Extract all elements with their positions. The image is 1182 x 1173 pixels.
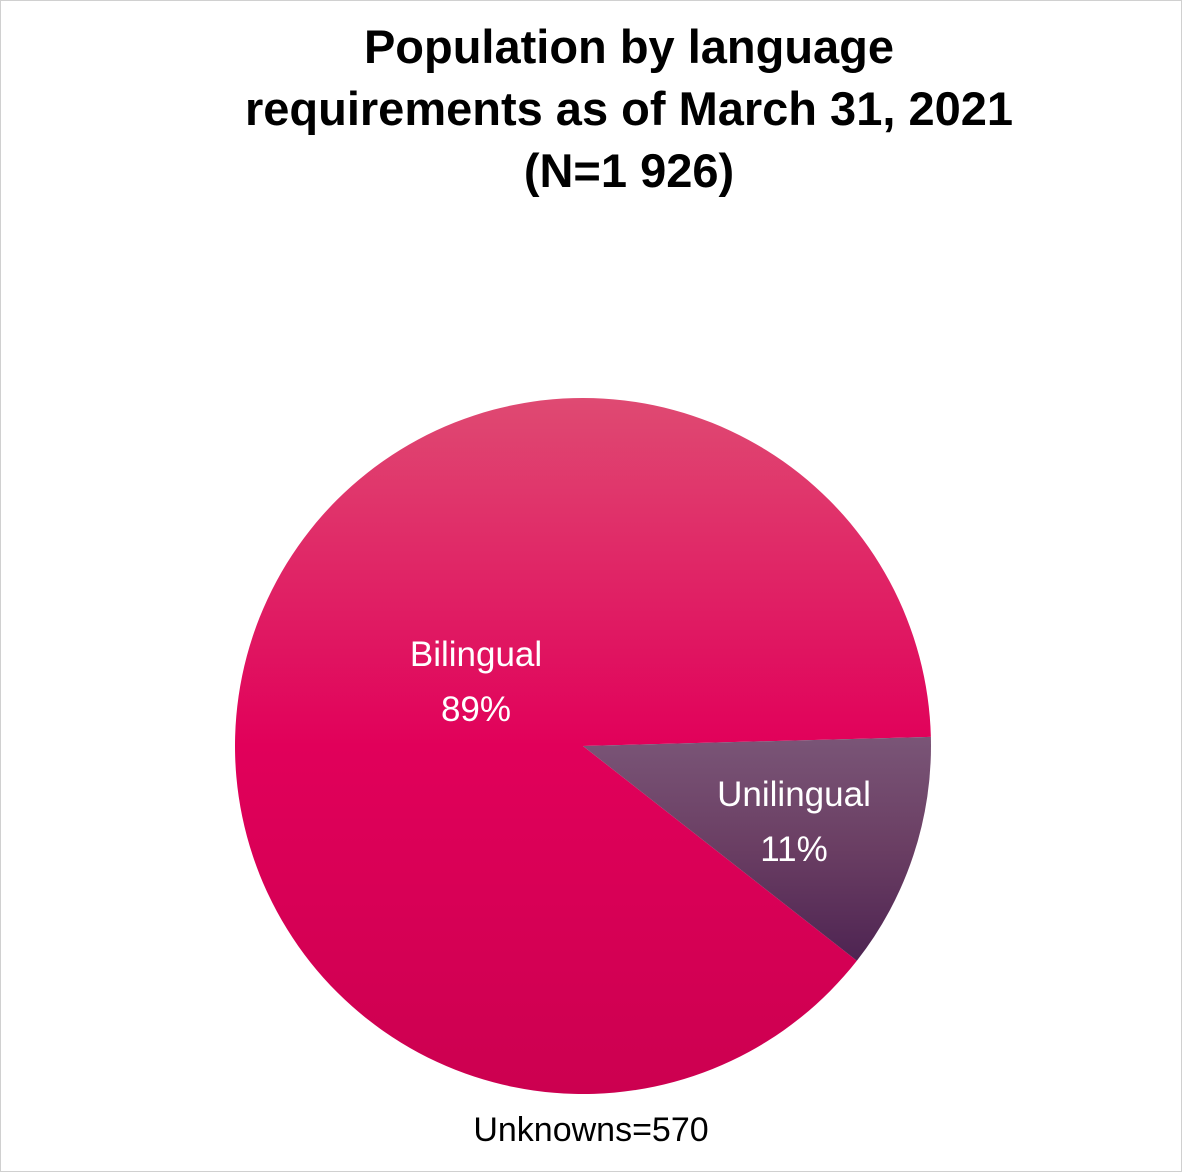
chart-title-line-2: requirements as of March 31, 2021 <box>245 82 1013 135</box>
slice-label-unilingual: Unilingual <box>717 775 871 814</box>
chart-title-line-3: (N=1 926) <box>524 144 734 197</box>
slice-value-bilingual: 89% <box>441 690 511 729</box>
chart-title: Population by language requirements as o… <box>245 20 1013 197</box>
slice-value-unilingual: 11% <box>760 830 827 869</box>
slice-label-bilingual: Bilingual <box>410 635 542 674</box>
pie-slices <box>235 398 931 1095</box>
pie-slice-unilingual <box>583 736 931 961</box>
chart-title-line-1: Population by language <box>364 20 894 73</box>
pie-data-labels: Bilingual 89% Unilingual 11% <box>410 635 871 869</box>
pie-slice-bilingual <box>235 398 931 1095</box>
unknowns-note: Unknowns=570 <box>473 1111 708 1149</box>
